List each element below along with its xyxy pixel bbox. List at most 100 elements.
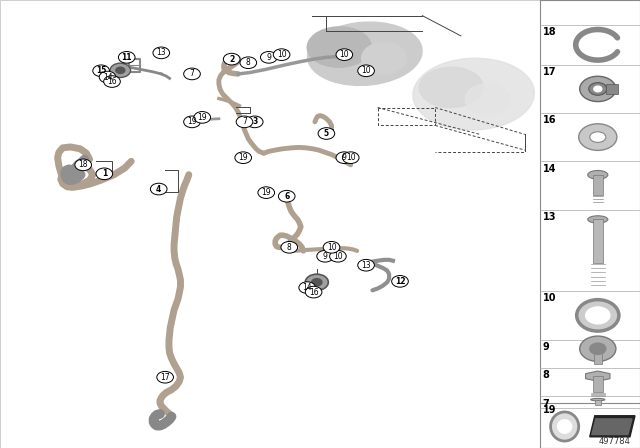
Text: 7: 7 — [242, 117, 247, 126]
Circle shape — [358, 259, 374, 271]
Polygon shape — [590, 416, 635, 437]
Circle shape — [235, 152, 252, 164]
Ellipse shape — [557, 420, 572, 433]
Circle shape — [590, 343, 606, 354]
Ellipse shape — [588, 171, 608, 179]
Text: 19: 19 — [261, 188, 271, 197]
Circle shape — [317, 250, 333, 262]
Bar — [540, 0, 640, 408]
Ellipse shape — [307, 27, 371, 67]
Circle shape — [336, 152, 353, 164]
Text: 9: 9 — [342, 153, 347, 162]
Ellipse shape — [579, 124, 617, 151]
Text: 18: 18 — [543, 27, 556, 37]
Polygon shape — [586, 371, 610, 381]
Text: 5: 5 — [324, 129, 329, 138]
Text: 7: 7 — [543, 399, 550, 409]
Text: 17: 17 — [543, 67, 556, 77]
Bar — [0, 0, 540, 448]
Text: 10: 10 — [276, 50, 287, 59]
Text: 10: 10 — [361, 66, 371, 75]
Text: 2: 2 — [229, 55, 234, 64]
Text: 13: 13 — [156, 48, 166, 57]
Circle shape — [118, 52, 135, 63]
Ellipse shape — [577, 300, 619, 331]
Text: 19: 19 — [543, 405, 556, 415]
Circle shape — [589, 82, 607, 95]
Circle shape — [236, 116, 253, 128]
Circle shape — [93, 65, 109, 77]
Text: 13: 13 — [361, 261, 371, 270]
Circle shape — [330, 250, 346, 262]
Ellipse shape — [308, 22, 422, 86]
Text: 8: 8 — [287, 243, 292, 252]
Text: 14: 14 — [543, 164, 556, 173]
Text: 4: 4 — [156, 185, 161, 194]
Text: 9: 9 — [543, 342, 550, 352]
Text: 7: 7 — [189, 69, 195, 78]
Bar — [593, 376, 603, 392]
Ellipse shape — [413, 58, 534, 130]
Circle shape — [194, 112, 211, 123]
Circle shape — [150, 183, 167, 195]
Ellipse shape — [591, 398, 605, 401]
Circle shape — [116, 67, 125, 73]
Circle shape — [184, 116, 200, 128]
Circle shape — [336, 49, 353, 60]
Circle shape — [110, 63, 131, 78]
Circle shape — [342, 152, 359, 164]
Text: 14: 14 — [302, 283, 312, 292]
Bar — [595, 400, 601, 405]
Text: 9: 9 — [323, 252, 328, 261]
Text: 8: 8 — [543, 370, 550, 380]
Text: 6: 6 — [284, 192, 289, 201]
Ellipse shape — [550, 412, 579, 441]
Bar — [594, 349, 602, 364]
Circle shape — [323, 241, 340, 253]
Circle shape — [246, 116, 263, 128]
Circle shape — [281, 241, 298, 253]
Circle shape — [305, 274, 328, 290]
Text: 497784: 497784 — [598, 437, 630, 446]
Circle shape — [258, 187, 275, 198]
Text: 10: 10 — [333, 252, 343, 261]
Text: 19: 19 — [238, 153, 248, 162]
Ellipse shape — [590, 132, 606, 142]
Text: 19: 19 — [187, 117, 197, 126]
Text: 18: 18 — [79, 160, 88, 169]
Circle shape — [153, 47, 170, 59]
Text: 16: 16 — [308, 288, 319, 297]
Text: 3: 3 — [252, 117, 257, 126]
Circle shape — [299, 282, 316, 293]
Circle shape — [358, 65, 374, 77]
Circle shape — [75, 159, 92, 171]
Text: 11: 11 — [122, 53, 132, 62]
Text: 16: 16 — [107, 77, 117, 86]
Circle shape — [392, 276, 408, 287]
Text: 15: 15 — [96, 66, 106, 75]
Bar — [606, 84, 618, 94]
Bar — [540, 403, 640, 448]
Ellipse shape — [419, 67, 483, 108]
Circle shape — [157, 371, 173, 383]
Circle shape — [580, 336, 616, 362]
Circle shape — [312, 279, 322, 286]
Circle shape — [240, 57, 257, 69]
Ellipse shape — [586, 307, 610, 324]
Circle shape — [260, 52, 277, 63]
Text: 10: 10 — [346, 153, 356, 162]
Bar — [593, 220, 603, 263]
Ellipse shape — [588, 216, 608, 223]
Circle shape — [104, 76, 120, 87]
Text: 16: 16 — [543, 115, 556, 125]
Circle shape — [99, 71, 116, 83]
Text: 9: 9 — [266, 53, 271, 62]
Circle shape — [184, 68, 200, 80]
Text: 17: 17 — [160, 373, 170, 382]
Text: 8: 8 — [246, 58, 251, 67]
Ellipse shape — [362, 43, 406, 74]
Text: 10: 10 — [543, 293, 556, 303]
Text: 19: 19 — [197, 113, 207, 122]
Circle shape — [96, 168, 113, 180]
Circle shape — [223, 53, 240, 65]
